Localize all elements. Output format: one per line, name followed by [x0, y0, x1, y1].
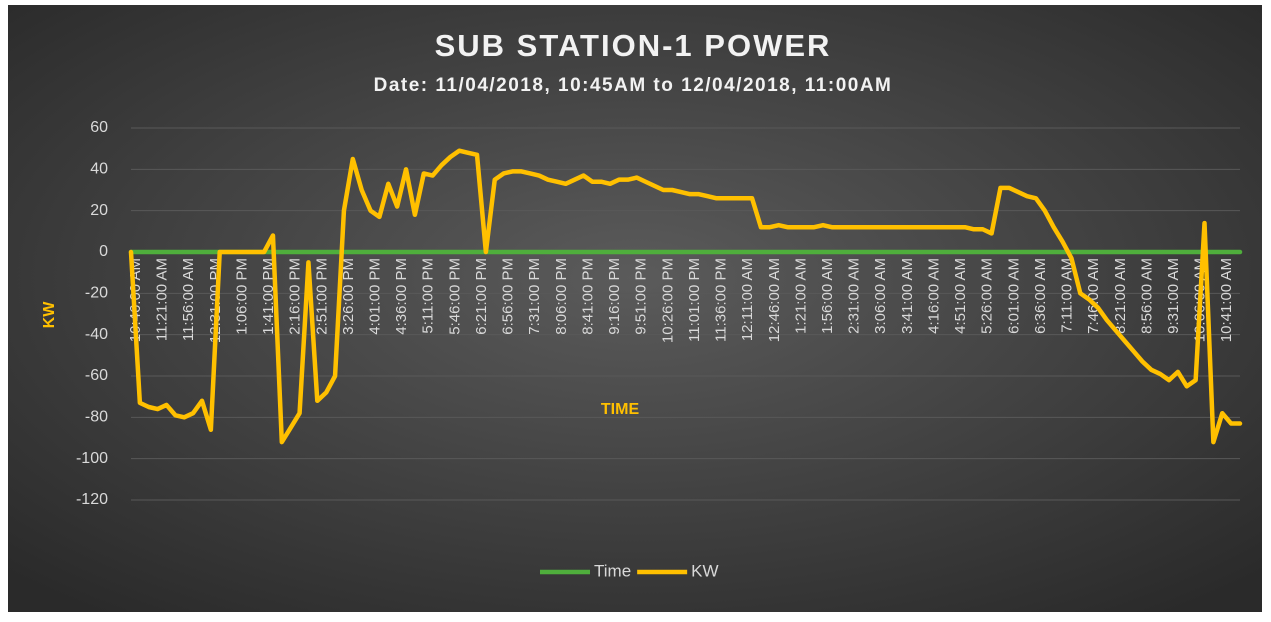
- chart-title: SUB STATION-1 POWER: [435, 28, 832, 63]
- x-tick-label: 5:26:00 AM: [979, 258, 996, 334]
- x-tick-label: 1:06:00 PM: [233, 258, 250, 335]
- x-tick-label: 1:56:00 AM: [819, 258, 836, 334]
- y-tick-label: 40: [90, 161, 108, 178]
- x-tick-label: 9:51:00 PM: [633, 258, 650, 335]
- x-tick-label: 11:21:00 AM: [154, 258, 171, 341]
- y-tick-label: -100: [76, 450, 108, 467]
- y-tick-label: -120: [76, 491, 108, 508]
- x-tick-label: 6:01:00 AM: [1005, 258, 1022, 334]
- x-tick-label: 2:31:00 AM: [846, 258, 863, 334]
- y-tick-label: -40: [85, 326, 108, 343]
- x-tick-label: 3:26:00 PM: [340, 258, 357, 335]
- legend-label: Time: [594, 561, 631, 580]
- x-tick-label: 7:11:00 AM: [1059, 258, 1076, 333]
- x-tick-label: 4:36:00 PM: [393, 258, 410, 335]
- x-axis-label: TIME: [601, 401, 640, 418]
- x-tick-label: 4:16:00 AM: [925, 258, 942, 334]
- x-tick-label: 3:41:00 AM: [899, 258, 916, 334]
- x-tick-label: 1:21:00 AM: [792, 258, 809, 334]
- x-tick-label: 11:01:00 PM: [686, 258, 703, 342]
- y-axis-label: KW: [41, 301, 58, 329]
- x-tick-label: 12:46:00 AM: [766, 258, 783, 342]
- x-tick-label: 4:01:00 PM: [367, 258, 384, 335]
- x-tick-label: 11:56:00 AM: [180, 258, 197, 341]
- x-tick-label: 4:51:00 AM: [952, 258, 969, 334]
- x-tick-label: 6:21:00 PM: [473, 258, 490, 335]
- legend-label: KW: [691, 561, 718, 580]
- x-tick-label: 12:11:00 AM: [739, 258, 756, 341]
- y-tick-label: 0: [99, 243, 108, 260]
- x-tick-label: 2:16:00 PM: [287, 258, 304, 335]
- x-tick-label: 3:06:00 AM: [872, 258, 889, 334]
- y-tick-label: -60: [85, 367, 108, 384]
- chart-subtitle: Date: 11/04/2018, 10:45AM to 12/04/2018,…: [374, 75, 893, 96]
- y-tick-label: -80: [85, 409, 108, 426]
- y-tick-label: -20: [85, 285, 108, 302]
- x-tick-label: 5:46:00 PM: [446, 258, 463, 335]
- x-tick-label: 8:06:00 PM: [553, 258, 570, 335]
- y-tick-label: 60: [90, 119, 108, 136]
- x-tick-label: 10:41:00 AM: [1218, 258, 1235, 342]
- x-ticks: 10:46:00 AM 11:21:00 AM 11:56:00 AM 12:31:0…: [127, 258, 1235, 343]
- x-tick-label: 2:51:00 PM: [313, 258, 330, 335]
- plot-lines: [128, 148, 1243, 445]
- x-tick-label: 9:16:00 PM: [606, 258, 623, 335]
- legend: Time KW: [540, 561, 719, 580]
- x-tick-label: 9:31:00 AM: [1165, 258, 1182, 334]
- x-tick-label: 7:31:00 PM: [526, 258, 543, 335]
- y-tick-label: 20: [90, 202, 108, 219]
- x-tick-label: 8:56:00 AM: [1138, 258, 1155, 334]
- x-tick-label: 5:11:00 PM: [420, 258, 437, 334]
- x-tick-label: 8:21:00 AM: [1112, 258, 1129, 334]
- x-tick-label: 11:36:00 PM: [713, 258, 730, 342]
- line-series: [128, 148, 1243, 445]
- x-tick-label: 10:26:00 PM: [659, 258, 676, 343]
- x-tick-label: 6:56:00 PM: [500, 258, 517, 335]
- x-tick-label: 8:41:00 PM: [579, 258, 596, 335]
- x-tick-label: 6:36:00 AM: [1032, 258, 1049, 334]
- x-tick-label: 7:46:00 AM: [1085, 258, 1102, 334]
